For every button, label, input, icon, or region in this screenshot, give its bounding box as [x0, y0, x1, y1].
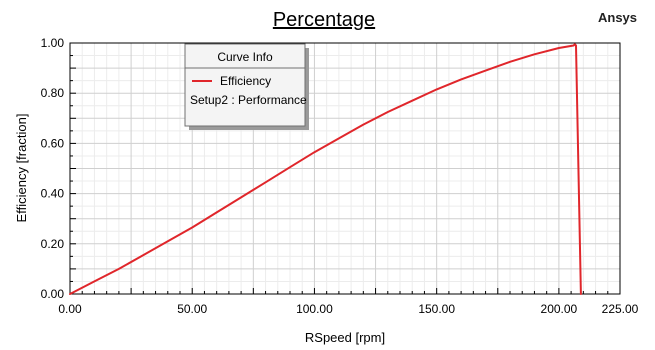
- series-group: [69, 43, 582, 295]
- y-tick-label: 0.40: [41, 187, 65, 201]
- y-tick-label: 0.00: [41, 287, 65, 301]
- chart-title: Percentage: [273, 9, 375, 31]
- x-axis-title: RSpeed [rpm]: [305, 330, 385, 345]
- x-tick-label: 150.00: [418, 302, 455, 316]
- y-axis-title: Efficiency [fraction]: [14, 114, 29, 223]
- legend-entry-detail: Setup2 : Performance: [190, 93, 307, 107]
- y-tick-label: 1.00: [41, 36, 65, 50]
- x-tick-label: 50.00: [177, 302, 207, 316]
- y-tick-label: 0.60: [41, 136, 65, 150]
- brand-label: Ansys: [598, 10, 637, 25]
- legend-box: [184, 43, 306, 127]
- tick-labels: 0.00 50.00 100.00 150.00 200.00 225.00 0.00 0.2…: [41, 36, 639, 316]
- grid-lines: [70, 43, 620, 294]
- x-tick-label: 0.00: [58, 302, 82, 316]
- y-tick-label: 0.80: [41, 86, 65, 100]
- x-tick-label: 225.00: [602, 302, 639, 316]
- x-tick-label: 200.00: [541, 302, 578, 316]
- legend-title: Curve Info: [217, 50, 273, 64]
- x-tick-label: 100.00: [296, 302, 333, 316]
- legend-entry-name: Efficiency: [220, 74, 271, 88]
- y-tick-label: 0.20: [41, 237, 65, 251]
- series-line-efficiency: [69, 43, 582, 295]
- legend[interactable]: Curve Info Efficiency Setup2 : Performan…: [184, 43, 309, 130]
- axis-ticks: [69, 42, 621, 295]
